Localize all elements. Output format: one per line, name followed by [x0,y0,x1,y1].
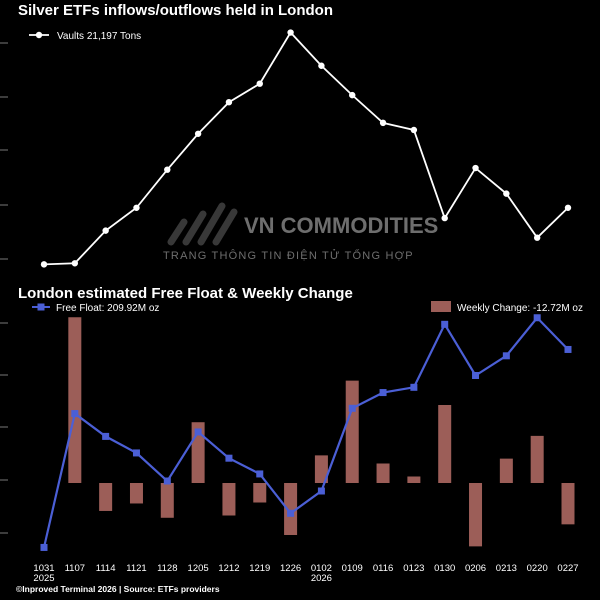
x-tick-label-0116: 0116 [373,563,393,574]
x-tick-label-1031: 1031 [33,563,54,574]
free-float-point-9 [317,487,325,495]
vaults-point-3 [133,204,140,211]
vaults-point-0 [40,261,48,268]
vaults-point-13 [441,214,448,222]
legend-vaults-label: Vaults 21,197 Tons [57,31,141,42]
free-float-point-10 [348,404,356,412]
x-tick-label-0130: 0130 [434,563,455,574]
x-tick-label-0109: 0109 [342,563,363,574]
free-float-point-7 [256,470,264,478]
free-float-point-3 [132,449,140,457]
free-float-point-13 [441,320,449,328]
x-tick-sublabel-1031: 2025 [33,573,54,584]
x-tick-label-0220: 0220 [527,563,548,574]
weekly-change-bar-17 [561,483,575,525]
free-float-point-11 [379,389,387,397]
weekly-change-bar-11 [376,463,390,483]
legend-free-float-marker [37,303,45,311]
free-float-point-2 [102,432,110,440]
x-tick-label-0102: 0102 [311,563,332,574]
weekly-change-bar-15 [499,458,513,483]
x-tick-label-1114: 1114 [96,563,116,574]
weekly-change-bar-10 [345,380,359,483]
legend-vaults-marker [35,31,43,39]
legend-free-float-label: Free Float: 209.92M oz [56,303,159,314]
vaults-point-5 [194,130,202,137]
weekly-change-bar-4 [160,483,174,518]
vaults-point-17 [564,204,572,211]
weekly-change-bar-12 [407,476,421,483]
weekly-change-bar-13 [438,405,452,483]
vaults-point-14 [472,164,479,172]
free-float-point-17 [564,345,572,353]
vaults-point-9 [318,62,325,69]
vaults-series-line [43,31,569,266]
legend-weekly-change-label: Weekly Change: -12.72M oz [457,303,583,314]
free-float-point-0 [40,543,48,551]
weekly-change-bar-16 [530,435,544,483]
x-tick-label-0123: 0123 [403,563,424,574]
x-tick-label-1107: 1107 [65,563,85,574]
x-tick-label-0227: 0227 [557,563,578,574]
vaults-point-10 [349,91,356,99]
legend-weekly-change-swatch [431,301,451,312]
weekly-change-bar-2 [99,483,113,511]
free-float-point-6 [225,454,233,462]
weekly-change-bar-8 [284,483,298,535]
vaults-point-12 [410,126,418,134]
x-tick-label-1205: 1205 [188,563,209,574]
vaults-point-6 [225,99,233,106]
free-float-point-14 [472,372,480,379]
free-float-point-12 [410,383,418,391]
x-tick-label-0206: 0206 [465,563,486,574]
free-float-point-4 [163,477,171,485]
footer-source: ©Inproved Terminal 2026 | Source: ETFs p… [16,584,220,594]
vaults-point-15 [503,190,510,197]
free-float-series-line [42,316,569,548]
x-tick-label-1219: 1219 [249,563,270,574]
x-tick-label-1226: 1226 [280,563,301,574]
vaults-point-4 [164,166,171,173]
weekly-change-bar-3 [129,483,143,504]
x-tick-label-1121: 1121 [126,563,146,574]
vaults-line-chart: Vaults 21,197 Tons [0,29,572,268]
top-chart-title: Silver ETFs inflows/outflows held in Lon… [18,2,333,19]
x-tick-label-1212: 1212 [218,563,239,574]
weekly-change-bar-7 [253,483,267,503]
weekly-change-bar-14 [469,483,483,547]
bottom-chart-title: London estimated Free Float & Weekly Cha… [18,285,353,302]
vaults-point-11 [379,119,387,127]
weekly-change-bar-1 [68,317,82,483]
free-float-point-5 [194,428,202,436]
vaults-point-1 [71,260,79,267]
x-tick-label-1128: 1128 [157,563,177,574]
weekly-change-bar-9 [314,455,328,483]
vaults-point-8 [287,29,294,36]
weekly-change-bar-6 [222,483,236,516]
free-float-point-8 [287,509,295,517]
vaults-point-16 [533,234,541,241]
x-tick-label-0213: 0213 [496,563,517,574]
free-float-point-16 [533,314,541,322]
vaults-point-7 [256,80,263,87]
free-float-point-15 [502,352,510,360]
free-float-point-1 [71,410,79,418]
x-tick-sublabel-0102: 2026 [311,573,332,584]
vaults-point-2 [102,227,109,234]
